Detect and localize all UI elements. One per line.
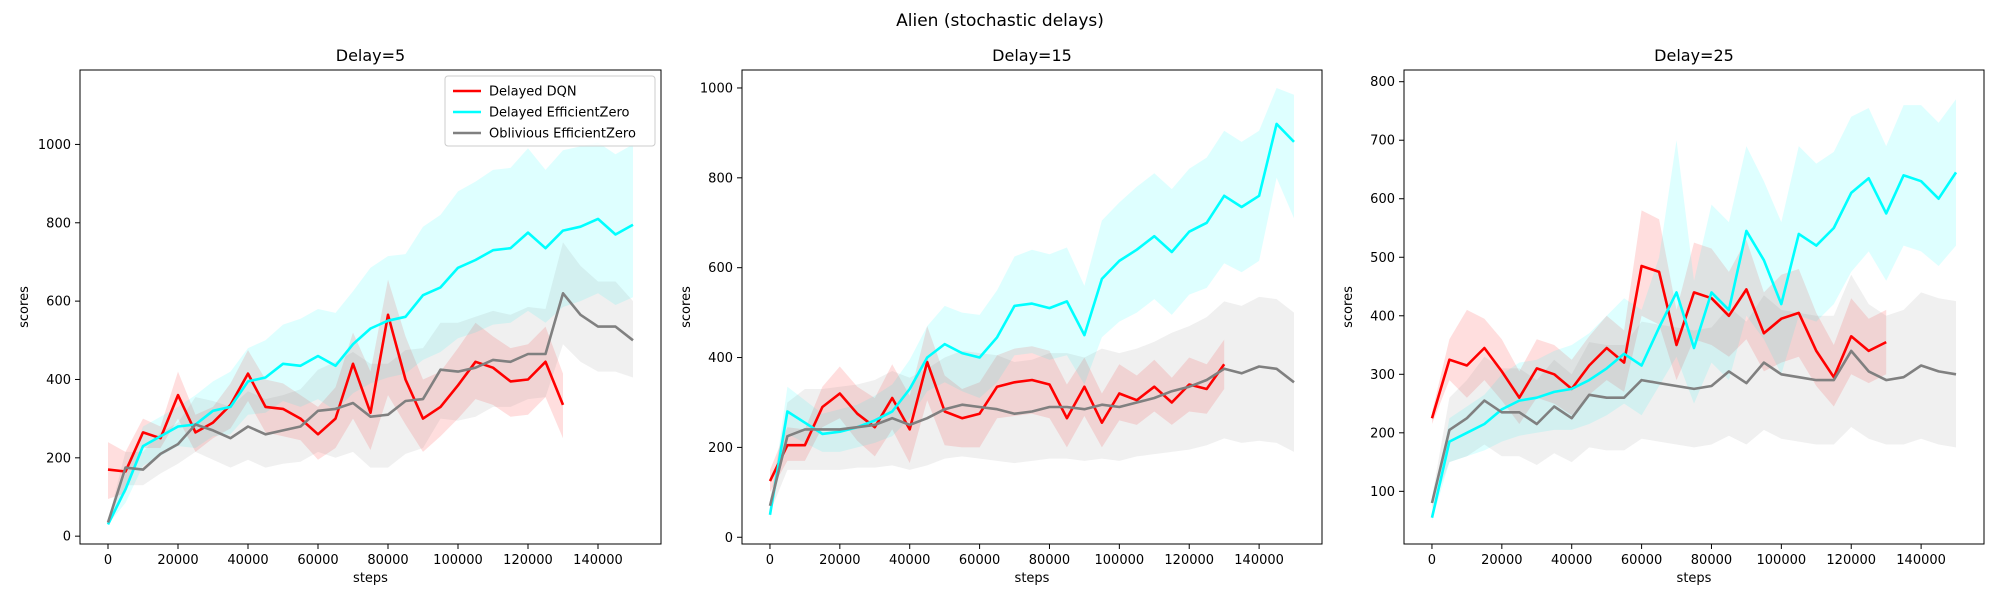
axes-frame	[79, 69, 662, 545]
x-tick-label: 120000	[1164, 553, 1214, 568]
line-oblivious-efficientzero	[768, 365, 1295, 507]
y-tick-label: 600	[46, 295, 71, 310]
y-tick-label: 200	[46, 451, 71, 466]
plot-area	[768, 88, 1295, 520]
x-tick-label: 120000	[503, 553, 553, 568]
y-tick-label: 500	[1370, 251, 1395, 266]
x-axis-label: steps	[1015, 571, 1050, 586]
band-oblivious-efficientzero	[108, 242, 633, 525]
x-tick-label: 80000	[1029, 553, 1070, 568]
y-tick-label: 200	[1370, 426, 1395, 441]
y-tick-label: 1000	[700, 81, 733, 96]
legend-box	[444, 75, 656, 147]
y-tick-label: 600	[708, 261, 733, 276]
x-tick-label: 40000	[227, 553, 268, 568]
chart-panel-2: Delay=15 0 20000 40000 60000 80000 100000 12000…	[679, 46, 1323, 586]
legend-label: Delayed EfficientZero	[489, 106, 630, 121]
x-tick-label: 20000	[819, 553, 860, 568]
chart-title: Delay=5	[336, 46, 405, 65]
y-tick-label: 800	[46, 216, 71, 231]
x-tick-label: 20000	[157, 553, 198, 568]
line-delayed-dqn	[107, 313, 565, 473]
x-axis-label: steps	[1677, 571, 1712, 586]
y-tick-label: 300	[1370, 368, 1395, 383]
x-tick-label: 0	[766, 553, 774, 568]
line-delayed-dqn	[768, 360, 1226, 482]
x-tick-label: 100000	[1757, 553, 1807, 568]
band-oblivious-efficientzero	[770, 296, 1294, 513]
y-tick-label: 0	[725, 531, 733, 546]
x-tick-label: 120000	[1826, 553, 1876, 568]
y-tick-label: 800	[708, 171, 733, 186]
chart-panel-1: Delay=5 0 20000 40000 60000 80000 100000 120000…	[17, 46, 662, 586]
band-delayed-dqn	[108, 279, 563, 499]
chart-title: Delay=15	[992, 46, 1072, 65]
x-tick-label: 40000	[1551, 553, 1592, 568]
plot-area	[1430, 99, 1958, 521]
y-tick-label: 0	[63, 530, 71, 545]
x-tick-label: 60000	[297, 553, 338, 568]
line-oblivious-efficientzero	[1430, 349, 1957, 504]
y-tick-label: 400	[46, 373, 71, 388]
x-tick-label: 100000	[433, 553, 483, 568]
y-tick-label: 1000	[38, 138, 71, 153]
x-tick-label: 140000	[1234, 553, 1284, 568]
x-axis-label: steps	[353, 571, 388, 586]
chart-title: Delay=25	[1654, 46, 1734, 65]
y-tick-label: 200	[708, 441, 733, 456]
axes-frame	[741, 69, 1323, 545]
x-tick-label: 140000	[573, 553, 623, 568]
y-tick-label: 700	[1370, 134, 1395, 149]
line-delayed-dqn	[1430, 264, 1887, 419]
x-tick-label: 60000	[1621, 553, 1662, 568]
y-tick-label: 600	[1370, 192, 1395, 207]
x-tick-label: 80000	[1691, 553, 1732, 568]
x-tick-label: 0	[104, 553, 112, 568]
chart-panel-3: Delay=25 0 20000 40000 60000 80000 100000 12000…	[1341, 46, 1985, 586]
x-tick-label: 40000	[889, 553, 930, 568]
plot-area	[106, 142, 634, 525]
x-tick-label: 100000	[1095, 553, 1145, 568]
chart-panels: Delay=50 20000 40000 60000 80000 100000 120000…	[17, 46, 1985, 586]
x-tick-label: 60000	[959, 553, 1000, 568]
x-tick-label: 20000	[1481, 553, 1522, 568]
line-delayed-efficientzero	[1430, 171, 1958, 518]
y-axis-label: scores	[17, 286, 32, 328]
legend-label: Delayed DQN	[489, 85, 577, 100]
figure-suptitle: Alien (stochastic delays)	[896, 11, 1104, 31]
band-delayed-efficientzero	[108, 142, 633, 525]
legend-label: Oblivious EfficientZero	[489, 127, 636, 142]
band-oblivious-efficientzero	[1432, 274, 1956, 509]
x-tick-label: 0	[1428, 553, 1436, 568]
y-tick-label: 800	[1370, 75, 1395, 90]
y-axis-label: scores	[1341, 286, 1356, 328]
line-oblivious-efficientzero	[106, 291, 634, 523]
axes-frame	[1403, 69, 1985, 545]
y-tick-label: 400	[1370, 309, 1395, 324]
y-axis-label: scores	[679, 286, 694, 328]
y-tick-label: 100	[1370, 485, 1395, 500]
legend: Delayed DQN Delayed EfficientZero Obliviou…	[444, 75, 656, 147]
band-delayed-efficientzero	[1432, 99, 1956, 521]
x-tick-label: 80000	[367, 553, 408, 568]
x-tick-label: 140000	[1896, 553, 1946, 568]
y-tick-label: 400	[708, 351, 733, 366]
